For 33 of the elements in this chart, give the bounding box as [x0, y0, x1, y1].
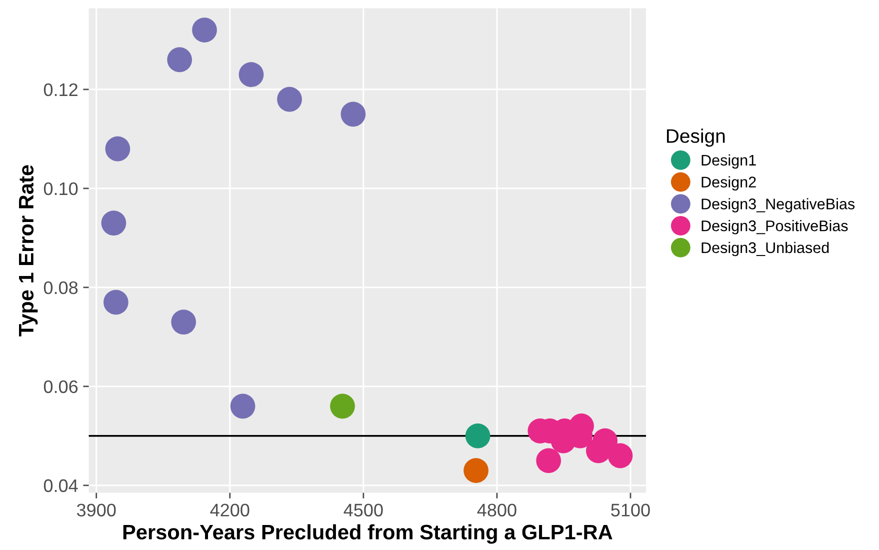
x-tick-label: 3900	[76, 504, 116, 516]
x-tick-label: 4800	[477, 504, 516, 516]
legend-label: Design3_Unbiased	[702, 242, 829, 256]
legend-label: Design3_NegativeBias	[702, 198, 855, 212]
y-axis-title: Type 1 Error Rate	[19, 165, 38, 336]
point	[101, 210, 126, 236]
x-axis-title: Person-Years Precluded from Starting a GLP1-RA	[123, 524, 612, 544]
point	[608, 443, 633, 468]
legend-title: Design	[666, 128, 725, 147]
point	[171, 310, 196, 334]
x-tick-label: 4500	[344, 504, 383, 516]
legend-label: Design1	[702, 154, 756, 169]
y-tick-label: 0.08	[44, 281, 78, 294]
point	[230, 394, 256, 419]
point	[340, 102, 366, 127]
y-tick-label: 0.12	[44, 83, 78, 96]
y-tick-label: 0.10	[44, 182, 78, 196]
x-tick-label: 5100	[611, 504, 650, 516]
y-tick-label: 0.06	[44, 380, 78, 394]
point	[105, 136, 130, 162]
point	[464, 458, 488, 483]
point	[536, 448, 562, 474]
point	[277, 86, 302, 112]
legend-label: Design2	[702, 176, 756, 190]
point	[330, 394, 355, 419]
point	[192, 18, 217, 42]
point	[104, 290, 128, 315]
point	[238, 62, 264, 87]
legend-label: Design3_PositiveBias	[702, 220, 848, 234]
point	[465, 423, 490, 448]
x-tick-label: 4200	[210, 504, 250, 516]
point	[167, 47, 192, 72]
y-tick-label: 0.04	[44, 479, 78, 492]
